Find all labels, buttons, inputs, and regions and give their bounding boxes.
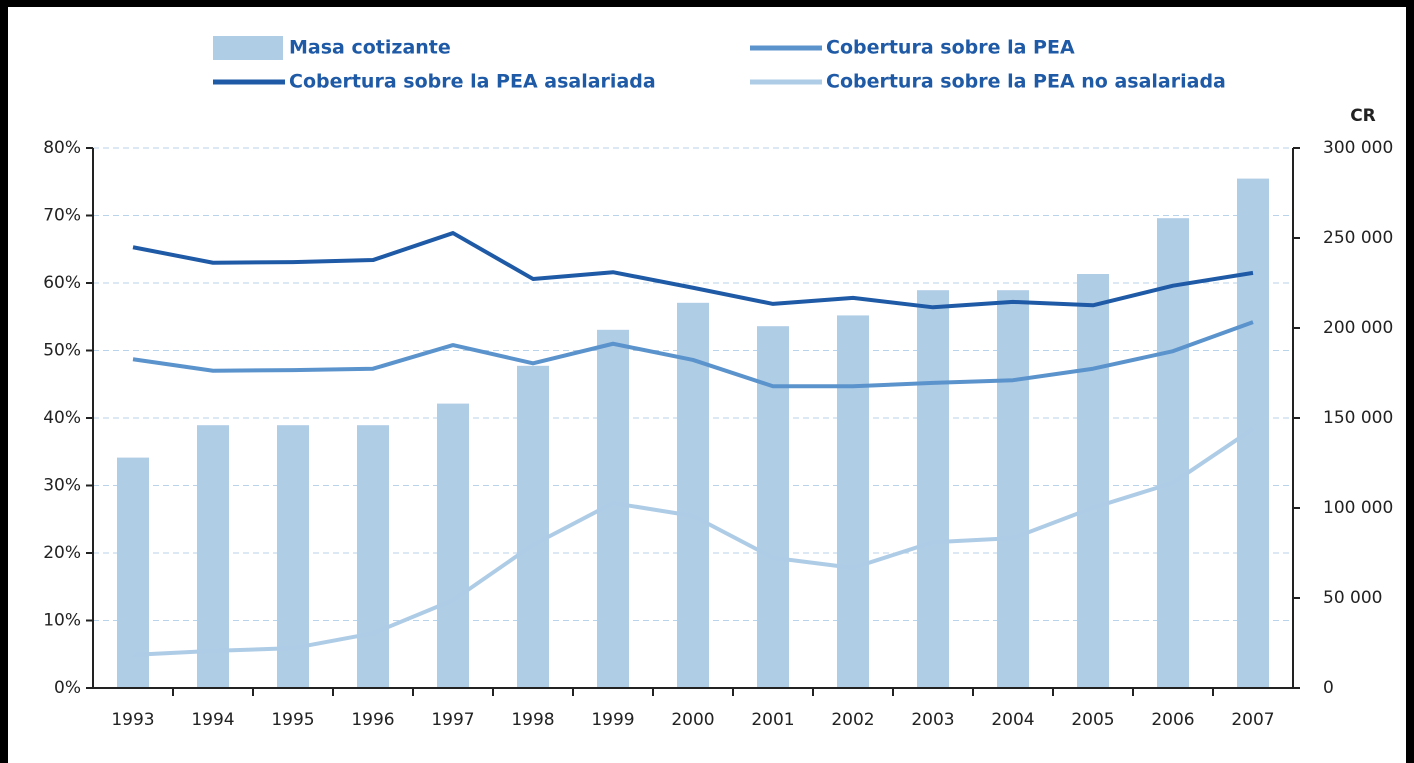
x-tick-label: 1998 <box>511 710 554 730</box>
x-tick-label: 1999 <box>591 710 634 730</box>
y-tick-label: 30% <box>43 476 81 496</box>
bar <box>197 425 229 688</box>
y2-tick-label: 300 000 <box>1323 138 1393 158</box>
legend-label: Cobertura sobre la PEA <box>826 37 1075 59</box>
y2-tick-label: 200 000 <box>1323 318 1393 338</box>
x-tick-label: 2003 <box>911 710 954 730</box>
y-tick-label: 80% <box>43 138 81 158</box>
y-tick-label: 50% <box>43 341 81 361</box>
legend-label: Masa cotizante <box>289 37 451 59</box>
bar <box>757 326 789 688</box>
x-tick-label: 2002 <box>831 710 874 730</box>
bar <box>1157 218 1189 688</box>
bar <box>517 365 549 688</box>
y-tick-label: 60% <box>43 273 81 293</box>
x-tick-label: 1994 <box>191 710 234 730</box>
x-tick-label: 2001 <box>751 710 794 730</box>
bar <box>677 302 709 688</box>
bar <box>1237 178 1269 688</box>
x-tick-label: 2000 <box>671 710 714 730</box>
bar <box>117 457 149 688</box>
legend-label: Cobertura sobre la PEA asalariada <box>289 71 656 93</box>
y-tick-label: 0% <box>54 678 81 698</box>
bar <box>997 290 1029 688</box>
legend-label: Cobertura sobre la PEA no asalariada <box>826 71 1226 93</box>
x-tick-label: 2007 <box>1231 710 1274 730</box>
x-tick-label: 2004 <box>991 710 1034 730</box>
x-tick-label: 2005 <box>1071 710 1114 730</box>
line <box>132 427 1255 657</box>
line <box>132 231 1254 310</box>
x-tick-label: 2006 <box>1151 710 1194 730</box>
y2-tick-label: 250 000 <box>1323 228 1393 248</box>
bar <box>1077 274 1109 688</box>
y2-axis-label: CR <box>1350 106 1376 126</box>
x-tick-label: 1996 <box>351 710 394 730</box>
bar <box>917 290 949 688</box>
y-tick-label: 20% <box>43 543 81 563</box>
bar <box>357 425 389 688</box>
x-tick-label: 1997 <box>431 710 474 730</box>
y2-tick-label: 0 <box>1323 678 1334 698</box>
x-tick-label: 1995 <box>271 710 314 730</box>
bar <box>837 315 869 688</box>
y2-tick-label: 100 000 <box>1323 498 1393 518</box>
line <box>132 320 1254 389</box>
y-tick-label: 40% <box>43 408 81 428</box>
y2-tick-label: 50 000 <box>1323 588 1382 608</box>
y-tick-label: 70% <box>43 206 81 226</box>
x-tick-label: 1993 <box>111 710 154 730</box>
legend-swatch <box>213 36 283 60</box>
y2-tick-label: 150 000 <box>1323 408 1393 428</box>
y-tick-label: 10% <box>43 611 81 631</box>
bar <box>437 403 469 688</box>
